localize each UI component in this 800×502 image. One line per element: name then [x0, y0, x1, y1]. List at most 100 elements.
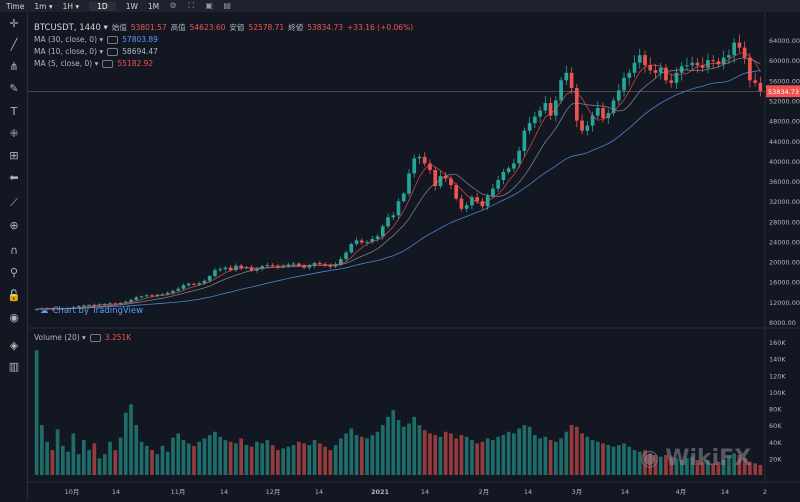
timeframe-0[interactable]: Time [6, 1, 25, 11]
candle-body [160, 294, 165, 296]
volume-bar [438, 436, 443, 475]
candle-body [297, 263, 301, 266]
candle-body [34, 309, 39, 311]
volume-bar [590, 440, 595, 475]
candle-body [186, 283, 191, 286]
magnet-icon[interactable]: ∩ [9, 243, 19, 257]
watermark-text: Chart by TradingView [52, 306, 144, 316]
volume-bar [160, 445, 165, 475]
close-label: 終値 [288, 23, 304, 32]
brush-icon[interactable]: ✎ [9, 81, 19, 95]
ruler-icon[interactable]: ⟋ [10, 196, 18, 209]
volume-bar [228, 441, 233, 475]
tradingview-watermark[interactable]: ☁ Chart by TradingView [40, 306, 143, 316]
candle-body [260, 266, 264, 269]
ma5-label[interactable]: MA (5, close, 0) ▾ [34, 59, 99, 68]
candle-body [569, 72, 574, 88]
candle-body [449, 178, 453, 186]
candle-body [165, 292, 170, 295]
candle-body [202, 280, 207, 284]
volume-bar [391, 410, 396, 475]
volume-bar [291, 445, 296, 475]
candle-body [491, 188, 495, 197]
fullscreen-icon[interactable]: ⛶ [188, 1, 194, 10]
volume-bar [611, 446, 616, 475]
candle-body [627, 72, 632, 78]
candle-body [391, 215, 396, 218]
timeframe-2[interactable]: 1H ▾ [62, 1, 80, 11]
time-tick: 11月 [171, 488, 186, 496]
ma30-label[interactable]: MA (30, close, 0) ▾ [34, 35, 104, 44]
text-icon[interactable]: T [10, 104, 18, 118]
volume-bar [108, 441, 112, 475]
volume-tick: 80K [769, 406, 782, 414]
eye-icon[interactable]: ◉ [9, 310, 19, 324]
timeframe-5[interactable]: 1M [147, 1, 160, 11]
volume-bar [695, 460, 700, 475]
ma10-visibility-icon[interactable] [107, 48, 119, 56]
candle-body [181, 285, 186, 289]
candle-body [249, 267, 254, 271]
crosshair-icon[interactable]: ✛ [9, 16, 19, 30]
candle-body [87, 304, 91, 306]
volume-bar [144, 445, 149, 475]
pitchfork-icon[interactable]: ⋔ [9, 59, 19, 73]
volume-bar [255, 441, 259, 475]
candle-body [496, 180, 500, 189]
settings-icon[interactable]: ⚙ [169, 1, 177, 10]
candle-body [658, 67, 663, 73]
trend-line-icon[interactable]: ╱ [10, 37, 18, 51]
price-tick: 60000.00 [769, 57, 800, 65]
volume-bar [61, 445, 65, 475]
volume-visibility-icon[interactable] [89, 333, 101, 342]
symbol-label[interactable]: BTCUSDT, 1440 ▾ [34, 23, 108, 33]
volume-bar [218, 436, 223, 475]
ma10-line [36, 57, 761, 310]
screenshot-icon[interactable]: ▣ [205, 1, 213, 10]
ma5-visibility-icon[interactable] [102, 60, 114, 68]
save-icon[interactable]: ▤ [223, 1, 231, 10]
ma30-visibility-icon[interactable] [107, 36, 119, 44]
chart-area[interactable]: 64000.00 60000.00 56000.00 52000.00 48000.00… [28, 12, 800, 500]
lock-draw-icon[interactable]: ⚲ [9, 265, 19, 279]
time-tick: 14 [621, 488, 629, 496]
volume-bar [674, 458, 679, 475]
timeframe-4[interactable]: 1W [125, 1, 138, 11]
lock-icon[interactable]: 🔓 [7, 288, 21, 302]
volume-bar [66, 451, 70, 475]
zoom-icon[interactable]: ⊕ [9, 218, 19, 232]
measure-icon[interactable]: ⊞ [9, 148, 19, 162]
volume-bar [165, 451, 170, 475]
ma10-label[interactable]: MA (10, close, 0) ▾ [34, 47, 104, 56]
volume-tick: 160K [769, 339, 786, 347]
cloud-icon: ☁ [40, 306, 49, 316]
volume-bar [485, 438, 490, 475]
timeframe-1[interactable]: 1m ▾ [34, 1, 53, 11]
pattern-icon[interactable]: ⁜ [9, 126, 19, 140]
volume-bar [737, 455, 742, 475]
low-label: 安値 [229, 23, 245, 32]
candle-body [522, 130, 527, 151]
candle-body [464, 205, 469, 209]
candle-body [76, 306, 81, 308]
candle-body [564, 72, 569, 81]
volume-bar [475, 443, 480, 475]
volume-bar [412, 416, 417, 475]
volume-label[interactable]: Volume (20) ▾ [34, 333, 86, 342]
candle-body [438, 176, 443, 187]
price-tick: 56000.00 [769, 77, 800, 85]
volume-bar [585, 436, 590, 475]
candle-body [475, 197, 480, 202]
timeframe-3[interactable]: 1D [89, 1, 116, 11]
trash-icon[interactable]: ▥ [8, 359, 20, 373]
layers-icon[interactable]: ◈ [9, 338, 19, 352]
volume-bar [270, 445, 275, 475]
candle-body [501, 171, 506, 181]
candle-body [192, 283, 196, 285]
volume-bar [375, 431, 380, 475]
chart-svg[interactable]: 64000.00 60000.00 56000.00 52000.00 48000.00… [28, 12, 800, 500]
volume-bar [470, 440, 474, 475]
volume-bar [595, 441, 600, 475]
candle-body [375, 236, 380, 239]
back-arrow-icon[interactable]: ⬅ [9, 170, 19, 184]
